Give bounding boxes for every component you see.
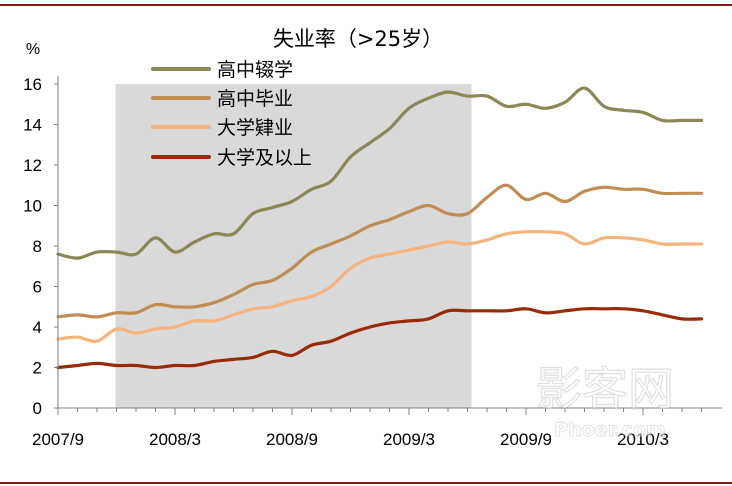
y-tick-label: 4 — [33, 318, 42, 337]
axes-layer: 0 2 4 6 8 10 12 14 16 2007/9 2008/3 2008/9 2009/3 200… — [23, 75, 722, 449]
x-tick-label: 2008/9 — [266, 430, 318, 449]
legend-label: 大学及以上 — [217, 147, 312, 169]
y-axis-unit-label: % — [26, 41, 40, 58]
x-tick-label: 2007/9 — [32, 430, 84, 449]
y-tick-label: 16 — [23, 75, 42, 94]
series-line-3 — [56, 229, 704, 344]
top-border — [0, 4, 732, 6]
legend-label: 大学肄业 — [217, 117, 293, 139]
series-line-1 — [56, 86, 704, 260]
series-line-2 — [56, 183, 704, 319]
y-tick-label: 14 — [23, 116, 42, 135]
watermark: 影客网 Phoer.com — [535, 361, 674, 441]
x-tick-label: 2010/3 — [617, 430, 669, 449]
y-tick-label: 10 — [23, 197, 42, 216]
y-tick-label: 12 — [23, 156, 42, 175]
chart-title: 失业率（>25岁） — [273, 27, 443, 51]
recession-shaded-region — [115, 84, 472, 408]
y-tick-label: 6 — [33, 278, 42, 297]
series-layer — [56, 86, 704, 370]
y-tick-label: 8 — [33, 237, 42, 256]
legend-label: 高中辍学 — [217, 59, 293, 81]
series-line-4 — [56, 307, 704, 370]
watermark-text: 影客网 — [536, 362, 674, 416]
x-tick-label: 2009/9 — [500, 430, 552, 449]
legend-label: 高中毕业 — [217, 88, 293, 110]
x-tick-label: 2008/3 — [149, 430, 201, 449]
bottom-border — [0, 482, 732, 484]
y-tick-label: 2 — [33, 359, 42, 378]
y-tick-label: 0 — [33, 399, 42, 418]
x-tick-label: 2009/3 — [383, 430, 435, 449]
watermark-subtext: Phoer.com — [554, 419, 665, 441]
